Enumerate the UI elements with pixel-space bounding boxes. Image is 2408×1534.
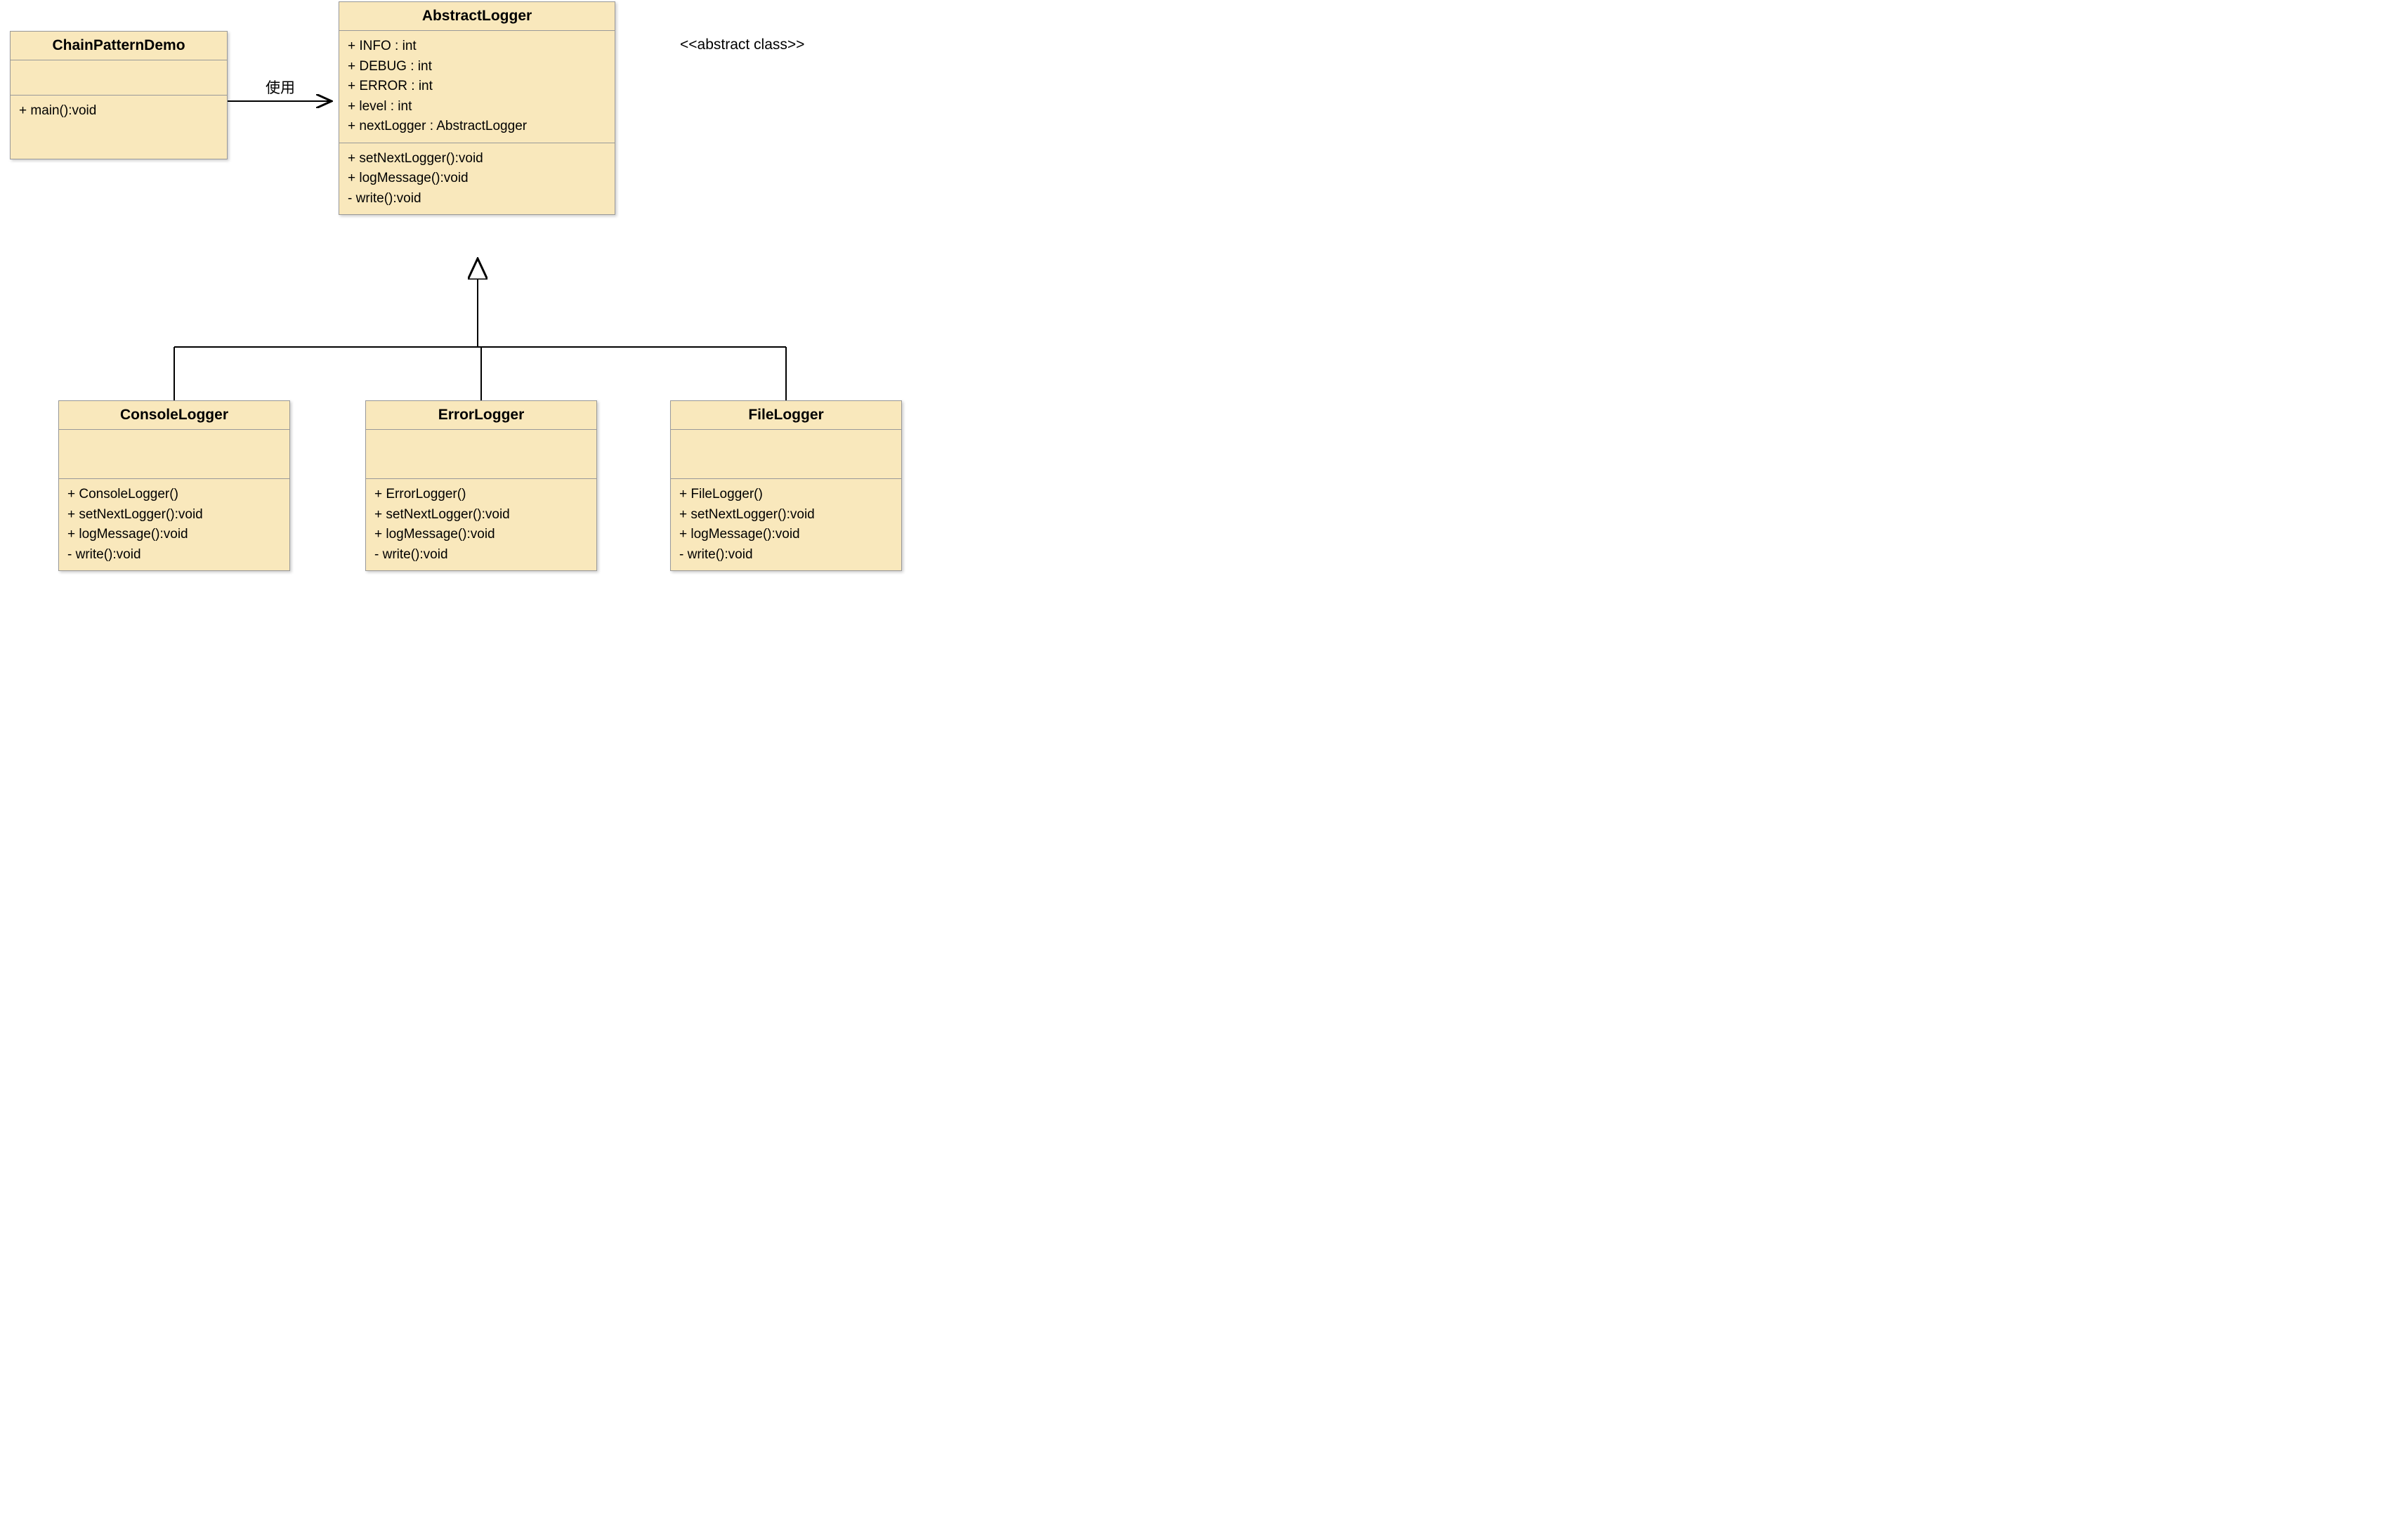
method-item: + setNextLogger():void [374, 505, 588, 525]
class-errorlogger: ErrorLogger + ErrorLogger() + setNextLog… [365, 400, 597, 571]
attr-item: + nextLogger : AbstractLogger [348, 117, 606, 137]
class-title: ConsoleLogger [59, 401, 289, 430]
method-item: + logMessage():void [374, 525, 588, 545]
class-chainpatterndemo: ChainPatternDemo + main():void [10, 31, 228, 159]
attr-item: + INFO : int [348, 37, 606, 57]
method-item: + logMessage():void [67, 525, 281, 545]
method-item: + ConsoleLogger() [67, 485, 281, 505]
class-attrs-empty [59, 430, 289, 479]
class-methods: + main():void [11, 96, 227, 159]
method-item: + setNextLogger():void [679, 505, 893, 525]
class-methods: + setNextLogger():void + logMessage():vo… [339, 143, 615, 215]
method-item: + logMessage():void [348, 169, 606, 189]
method-item: + setNextLogger():void [348, 149, 606, 169]
class-attrs-empty [366, 430, 596, 479]
method-item: - write():void [679, 545, 893, 565]
method-item: - write():void [67, 545, 281, 565]
abstract-class-annotation: <<abstract class>> [680, 37, 804, 53]
class-methods: + FileLogger() + setNextLogger():void + … [671, 479, 901, 570]
class-abstractlogger: AbstractLogger + INFO : int + DEBUG : in… [339, 1, 615, 215]
attr-item: + DEBUG : int [348, 57, 606, 77]
method-item: + logMessage():void [679, 525, 893, 545]
class-attrs-empty [11, 60, 227, 96]
class-methods: + ErrorLogger() + setNextLogger():void +… [366, 479, 596, 570]
class-title: FileLogger [671, 401, 901, 430]
class-title: AbstractLogger [339, 2, 615, 31]
class-filelogger: FileLogger + FileLogger() + setNextLogge… [670, 400, 902, 571]
class-title: ErrorLogger [366, 401, 596, 430]
attr-item: + ERROR : int [348, 77, 606, 97]
method-item: - write():void [348, 189, 606, 209]
attr-item: + level : int [348, 97, 606, 117]
class-attrs: + INFO : int + DEBUG : int + ERROR : int… [339, 31, 615, 143]
class-attrs-empty [671, 430, 901, 479]
class-consolelogger: ConsoleLogger + ConsoleLogger() + setNex… [58, 400, 290, 571]
use-edge-label: 使用 [266, 77, 295, 98]
class-methods: + ConsoleLogger() + setNextLogger():void… [59, 479, 289, 570]
class-title: ChainPatternDemo [11, 32, 227, 60]
method-item: + FileLogger() [679, 485, 893, 505]
method-item: + ErrorLogger() [374, 485, 588, 505]
method-item: + setNextLogger():void [67, 505, 281, 525]
method-item: + main():void [19, 101, 218, 122]
method-item: - write():void [374, 545, 588, 565]
